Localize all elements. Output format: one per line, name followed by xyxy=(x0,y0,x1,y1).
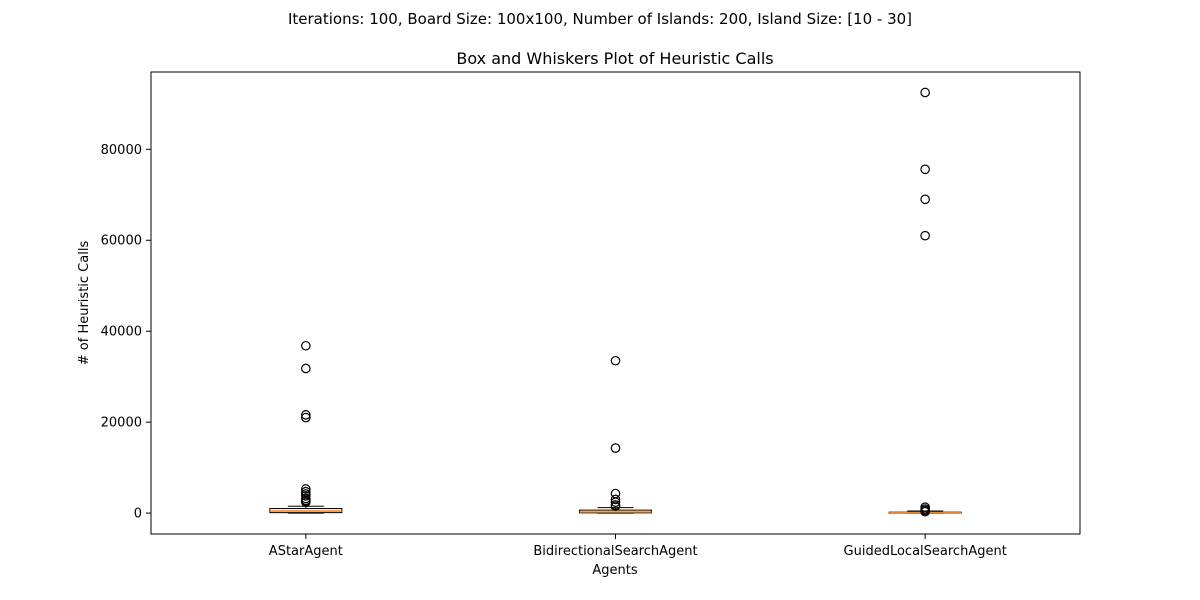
x-tick-label: AStarAgent xyxy=(269,544,343,559)
outlier-point xyxy=(920,164,930,175)
outlier-point xyxy=(301,491,311,501)
outlier-point xyxy=(920,194,930,205)
outlier-point xyxy=(610,443,621,453)
outlier-point xyxy=(610,497,621,507)
outlier-point xyxy=(301,340,311,351)
plot-area: 0 20000 40000 60000 80000 AStarAgent Bidirecti… xyxy=(101,87,1007,559)
outlier-point xyxy=(920,87,930,98)
chart-title: Box and Whiskers Plot of Heuristic Calls xyxy=(456,49,773,68)
outlier-point xyxy=(610,494,621,505)
y-axis-label: # of Heuristic Calls xyxy=(77,241,92,366)
y-tick-label: 20000 xyxy=(101,416,142,431)
y-tick-label: 60000 xyxy=(101,234,142,249)
outlier-point xyxy=(301,363,311,374)
figure-suptitle: Iterations: 100, Board Size: 100x100, Nu… xyxy=(288,10,912,28)
x-tick-label: BidirectionalSearchAgent xyxy=(533,544,697,559)
outlier-point xyxy=(920,230,930,241)
y-tick-label: 40000 xyxy=(101,325,142,340)
outlier-point xyxy=(610,355,621,366)
x-tick-label: GuidedLocalSearchAgent xyxy=(844,544,1007,559)
outlier-point xyxy=(920,506,930,517)
outlier-point xyxy=(301,412,311,423)
outlier-point xyxy=(301,410,311,420)
y-tick-label: 80000 xyxy=(101,143,142,158)
outlier-point xyxy=(301,484,311,494)
y-tick-label: 0 xyxy=(134,507,142,522)
x-axis-label: Agents xyxy=(592,563,637,578)
outlier-point xyxy=(610,501,621,512)
outlier-point xyxy=(301,497,311,507)
axes-frame xyxy=(150,71,1081,535)
